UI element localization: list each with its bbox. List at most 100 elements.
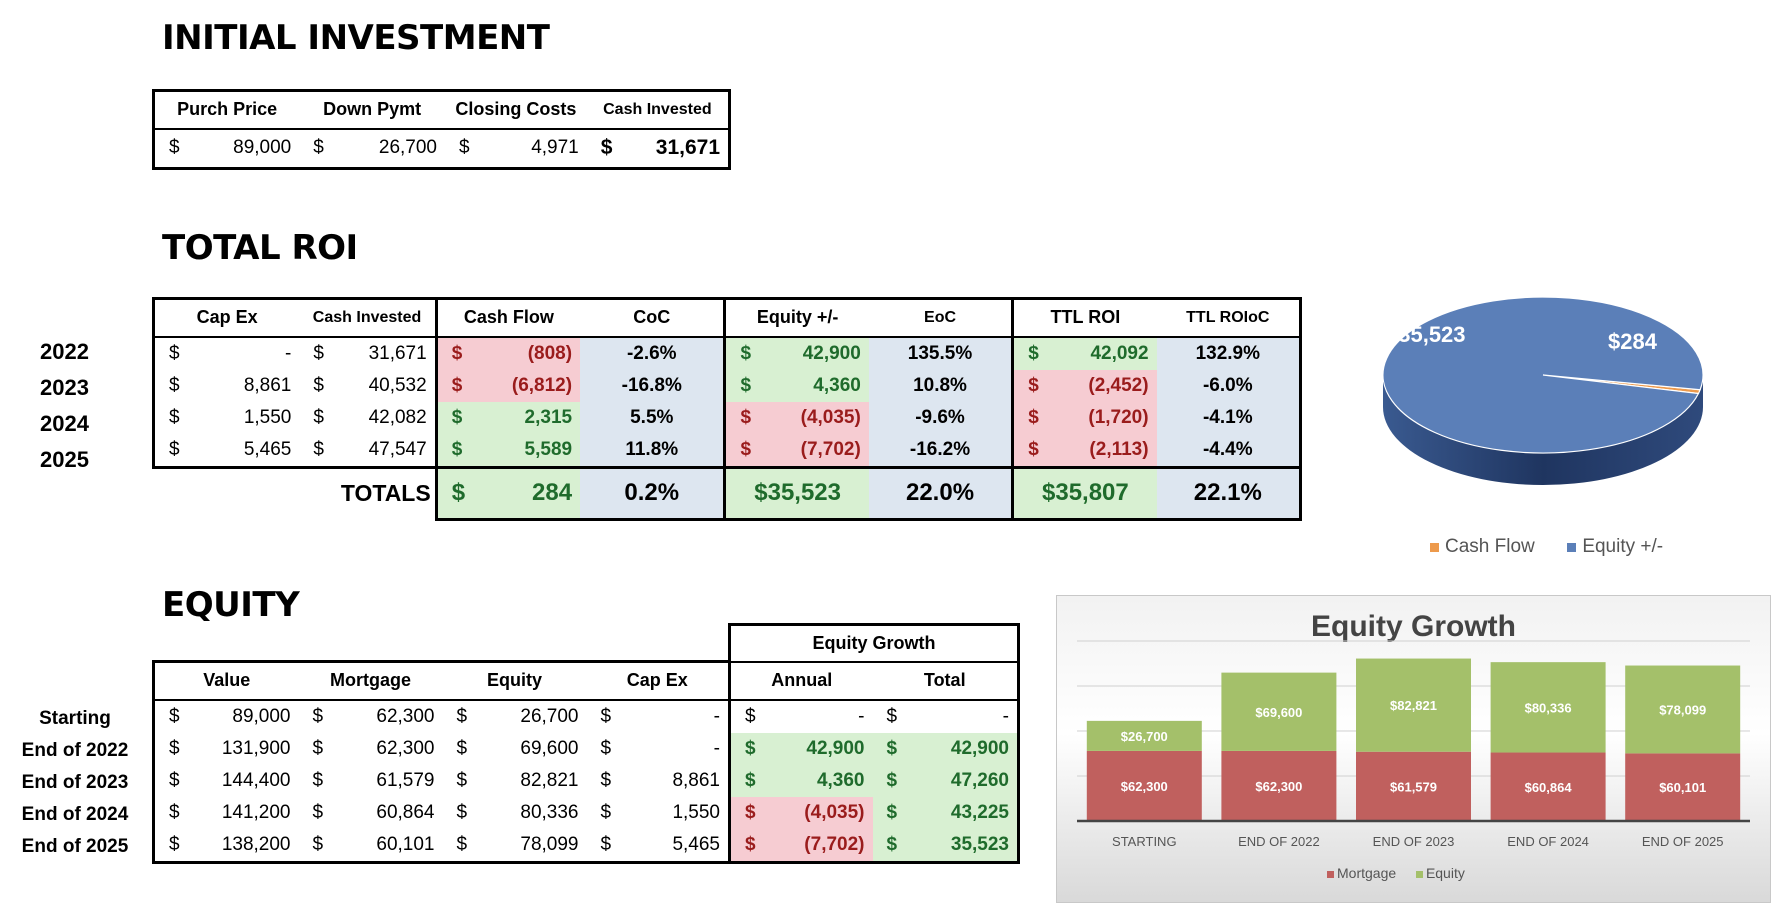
cap-ex-cell: $ - (600, 737, 721, 759)
roi-totals-row: TOTALS $284 0.2% $35,523 22.0% $35,807 22.1% (154, 465, 1302, 521)
roi-row: $1,550 $42,082 $2,315 5.5% $ (4,035) -9.6% $ (1,… (152, 401, 1302, 434)
mortgage-bar (1625, 753, 1741, 821)
cash-flow-cell: $ (6,812) (451, 374, 573, 396)
value-cell: $144,400 (169, 769, 291, 791)
header-annual: Annual (728, 661, 873, 701)
equity-cell: $78,099 (456, 833, 579, 855)
total-ttl-roi-cell: $35,807 (1011, 465, 1157, 521)
header-equity: Equity (442, 660, 587, 701)
header-cap-ex: Cap Ex (586, 660, 730, 701)
roi-pie-chart: $35,523 $284 Cash Flow Equity +/- (1350, 290, 1740, 560)
pie-label-cash-flow: $284 (1608, 329, 1658, 354)
pie-side (1383, 375, 1703, 485)
equity-row-label: End of 2023 (21, 772, 129, 793)
bar-legend-mortgage: Mortgage (1327, 865, 1396, 881)
header-closing-costs: Closing Costs (455, 99, 577, 120)
ttl-roioc-cell: -4.4% (1156, 433, 1302, 469)
equity-bar (1221, 672, 1337, 751)
cap-ex-cell: $8,861 (169, 374, 292, 396)
mortgage-bar-label: $61,579 (1390, 779, 1437, 794)
equity-cell: $26,700 (456, 705, 579, 727)
ttl-roioc-cell: -6.0% (1156, 369, 1302, 402)
cash-invested-cell: $31,671 (600, 136, 720, 160)
value-cell: $138,200 (169, 833, 291, 855)
mortgage-cell: $61,579 (312, 769, 435, 791)
equity-bar-label: $78,099 (1659, 702, 1706, 717)
initial-investment-title: INITIAL INVESTMENT (162, 18, 550, 58)
value-cell: $131,900 (169, 737, 291, 759)
initial-investment-table: Purch Price Down Pymt Closing Costs Cash… (152, 89, 731, 170)
eoc-cell: -9.6% (868, 401, 1013, 434)
total-growth-cell: $43,225 (886, 801, 1010, 823)
equity-bar-label: $80,336 (1525, 700, 1572, 715)
header-cap-ex: Cap Ex (152, 297, 300, 338)
equity-growth-header: Equity Growth (728, 623, 1020, 663)
bar-legend-equity: Equity (1415, 865, 1465, 881)
total-roi-table: Cap Ex Cash Invested Cash Flow CoC Equit… (152, 297, 1302, 521)
ttl-roi-cell: $42,092 (1028, 342, 1149, 364)
total-growth-cell: $ - (886, 705, 1010, 727)
pie-legend: Cash Flow Equity +/- (1430, 536, 1663, 558)
ttl-roioc-cell: 132.9% (1156, 336, 1302, 370)
ttl-roioc-cell: -4.1% (1156, 401, 1302, 434)
header-ttl-roioc: TTL ROIoC (1156, 297, 1302, 338)
annual-growth-cell: $ (7,702) (745, 833, 865, 855)
mortgage-cell: $62,300 (312, 705, 435, 727)
equity-table: Equity Growth Value Mortgage Equity Cap … (152, 623, 1020, 864)
mortgage-cell: $60,864 (312, 801, 435, 823)
ttl-roi-cell: $ (2,452) (1028, 374, 1149, 396)
year-label: 2022 (40, 339, 89, 364)
header-cash-invested: Cash Invested (299, 297, 437, 338)
closing-costs-cell: $4,971 (459, 137, 579, 159)
eoc-cell: -16.2% (868, 433, 1013, 469)
mortgage-bar (1356, 751, 1471, 821)
equity-change-cell: $ (4,035) (740, 406, 861, 428)
value-cell: $141,200 (169, 801, 291, 823)
x-tick-label: STARTING (1112, 834, 1177, 849)
equity-row-label: End of 2025 (21, 836, 129, 857)
coc-cell: -2.6% (580, 336, 725, 370)
equity-chart-title: Equity Growth (1311, 610, 1516, 643)
equity-bar (1625, 665, 1741, 754)
equity-cell: $69,600 (456, 737, 579, 759)
header-down-pymt: Down Pymt (323, 99, 422, 120)
x-tick-label: END OF 2024 (1507, 834, 1589, 849)
cap-ex-cell: $1,550 (600, 801, 721, 823)
total-cash-flow-cell: $284 (451, 479, 573, 506)
cash-flow-cell: $ (808) (451, 342, 573, 364)
total-growth-cell: $42,900 (886, 737, 1010, 759)
coc-cell: -16.8% (580, 369, 725, 402)
header-ttl-roi: TTL ROI (1011, 297, 1157, 338)
mortgage-bar (1490, 752, 1606, 821)
cash-invested-cell: $31,671 (313, 342, 427, 364)
roi-row: $5,465 $47,547 $5,589 11.8% $ (7,702) -16.2% $(… (152, 433, 1302, 469)
equity-bar-label: $82,821 (1390, 698, 1437, 713)
year-label: 2023 (40, 375, 89, 400)
annual-growth-cell: $42,900 (745, 737, 865, 759)
coc-cell: 5.5% (580, 401, 725, 434)
equity-change-cell: $42,900 (740, 342, 861, 364)
cash-flow-cell: $5,589 (451, 438, 573, 460)
roi-row: $ - $31,671 $ (808) -2.6% $42,900 135.5% $42,092… (152, 336, 1302, 370)
cap-ex-cell: $8,861 (600, 769, 721, 791)
pie-legend-cash-flow: Cash Flow (1430, 536, 1535, 557)
mortgage-bar (1221, 750, 1337, 821)
cap-ex-cell: $5,465 (169, 438, 292, 460)
total-coc-cell: 0.2% (580, 465, 725, 521)
ttl-roi-cell: $ (2,113) (1028, 438, 1149, 460)
x-tick-label: END OF 2022 (1238, 834, 1320, 849)
equity-cell: $80,336 (456, 801, 579, 823)
equity-row: $131,900 $62,300 $69,600 $ - $42,900 $42,900 (152, 732, 1020, 765)
roi-row: $8,861 $40,532 $ (6,812) -16.8% $4,360 10.8% $(… (152, 369, 1302, 402)
coc-cell: 11.8% (580, 433, 725, 469)
annual-growth-cell: $ - (745, 705, 865, 727)
purch-price-cell: $89,000 (169, 137, 292, 159)
annual-growth-cell: $4,360 (745, 769, 865, 791)
equity-row: $141,200 $60,864 $80,336 $1,550 $ (4,035) $43,… (152, 796, 1020, 829)
down-pymt-cell: $26,700 (313, 137, 437, 159)
mortgage-bar-label: $62,300 (1121, 779, 1168, 794)
header-coc: CoC (580, 297, 725, 338)
cap-ex-cell: $ - (600, 705, 721, 727)
total-ttl-roioc-cell: 22.1% (1156, 465, 1302, 521)
year-label: 2025 (40, 447, 89, 472)
